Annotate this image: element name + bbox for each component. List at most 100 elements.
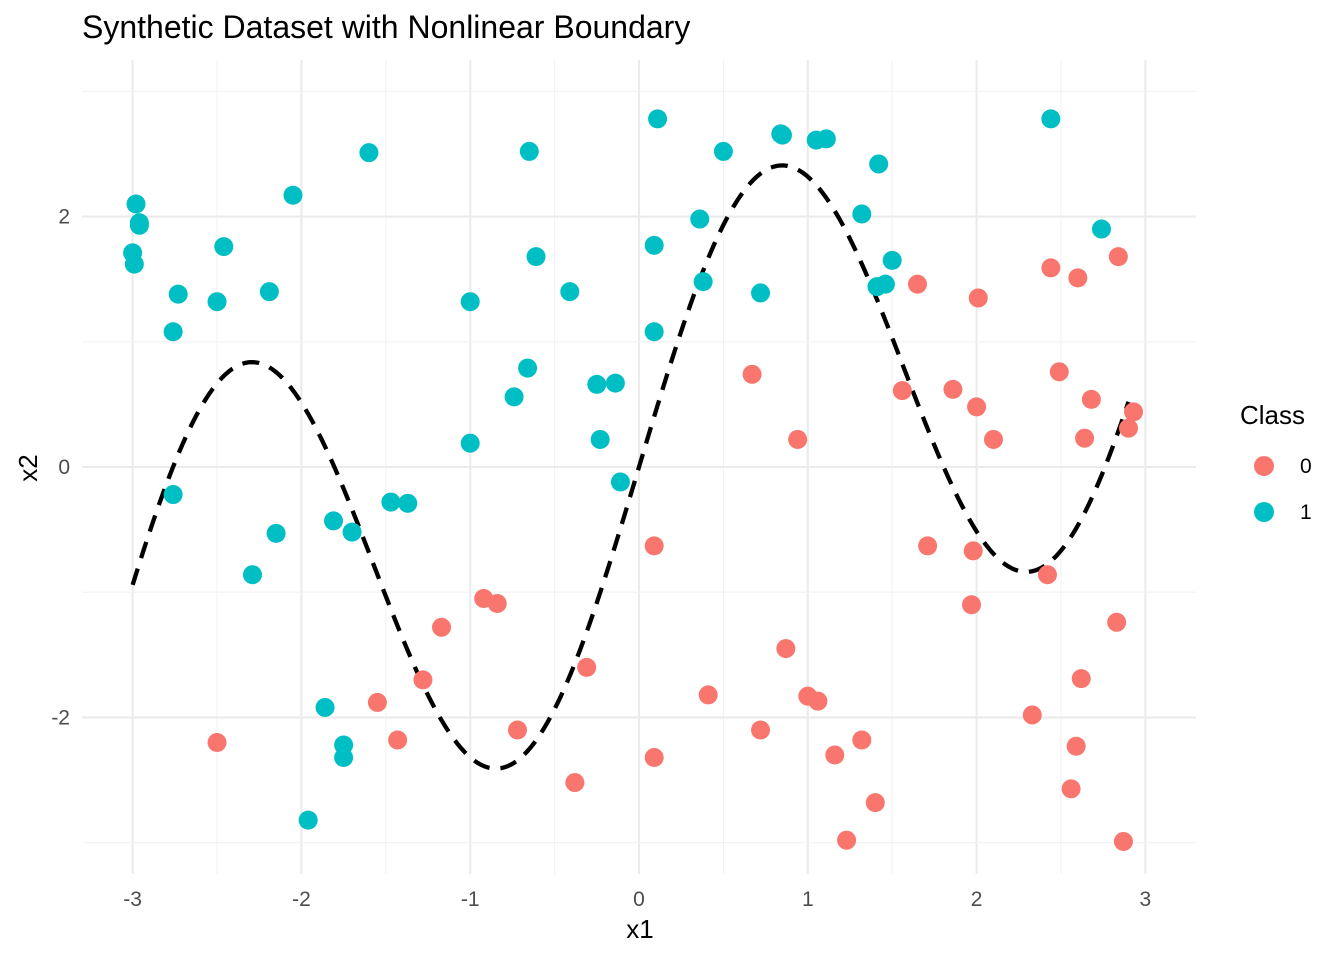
point-class-1 [869, 154, 889, 174]
point-class-1 [398, 493, 418, 513]
point-class-0 [487, 594, 507, 614]
point-class-0 [565, 773, 585, 793]
point-class-1 [875, 274, 895, 294]
point-class-0 [852, 730, 872, 750]
point-class-1 [610, 472, 630, 492]
point-class-1 [168, 284, 188, 304]
point-class-0 [1124, 402, 1144, 422]
legend-key-1 [1254, 502, 1274, 522]
point-class-0 [1113, 831, 1133, 851]
point-class-1 [315, 697, 335, 717]
point-class-1 [882, 250, 902, 270]
point-class-0 [1068, 268, 1088, 288]
y-axis-ticks: -2 0 2 [51, 206, 70, 730]
y-tick-label: 2 [58, 206, 70, 229]
point-class-1 [124, 254, 144, 274]
legend: Class 0 1 [1240, 400, 1312, 524]
legend-label-1: 1 [1300, 501, 1312, 524]
chart-title: Synthetic Dataset with Nonlinear Boundar… [82, 9, 690, 45]
x-tick-label: 1 [802, 888, 814, 911]
point-class-0 [983, 429, 1003, 449]
point-class-0 [367, 692, 387, 712]
point-class-0 [865, 793, 885, 813]
point-class-0 [825, 745, 845, 765]
point-class-0 [1107, 612, 1127, 632]
x-axis-ticks: -3 -2 -1 0 1 2 3 [123, 888, 1151, 911]
decision-boundary [130, 163, 1131, 771]
point-class-0 [644, 748, 664, 768]
x-tick-label: 2 [971, 888, 983, 911]
point-class-1 [334, 748, 354, 768]
x-axis-title: x1 [626, 914, 653, 944]
point-class-0 [1118, 418, 1138, 438]
point-class-1 [359, 143, 379, 163]
point-class-1 [460, 433, 480, 453]
point-class-1 [560, 282, 580, 302]
point-class-0 [963, 541, 983, 561]
point-class-0 [1108, 247, 1128, 267]
point-class-0 [207, 733, 227, 753]
point-class-1 [323, 511, 343, 531]
point-class-0 [1049, 362, 1069, 382]
boundary-line [130, 163, 1131, 771]
point-class-0 [742, 364, 762, 384]
point-class-1 [298, 810, 318, 830]
point-class-0 [908, 274, 927, 294]
x-tick-label: -1 [461, 888, 480, 911]
point-class-1 [693, 272, 713, 292]
legend-title: Class [1240, 400, 1305, 430]
x-tick-label: 3 [1140, 888, 1152, 911]
point-class-1 [504, 387, 524, 407]
point-class-1 [163, 485, 183, 505]
point-class-1 [519, 141, 539, 161]
point-class-1 [518, 358, 538, 378]
point-class-1 [207, 292, 227, 312]
point-class-0 [1081, 389, 1101, 409]
point-class-0 [1066, 736, 1086, 756]
point-class-1 [381, 492, 401, 512]
point-class-0 [413, 670, 433, 690]
point-class-1 [690, 209, 710, 229]
point-class-1 [816, 129, 836, 149]
x-tick-label: -3 [123, 888, 142, 911]
y-tick-label: 0 [58, 456, 70, 479]
point-class-1 [163, 322, 183, 342]
point-class-0 [1075, 428, 1095, 448]
point-class-1 [605, 373, 625, 393]
point-class-1 [259, 282, 279, 302]
point-class-0 [808, 691, 828, 711]
point-class-1 [242, 565, 262, 585]
point-class-1 [852, 204, 872, 224]
point-class-0 [1061, 779, 1081, 799]
point-class-1 [751, 283, 771, 303]
point-class-1 [126, 194, 146, 214]
point-class-0 [432, 617, 452, 637]
y-axis-title: x2 [13, 454, 43, 481]
point-class-0 [1041, 258, 1061, 278]
point-class-1 [283, 185, 303, 205]
point-class-0 [388, 730, 408, 750]
point-class-0 [967, 397, 987, 417]
point-class-1 [590, 429, 610, 449]
point-class-0 [943, 379, 963, 399]
y-tick-label: -2 [51, 706, 70, 729]
point-class-0 [644, 536, 664, 556]
point-class-1 [342, 522, 362, 542]
point-class-1 [460, 292, 480, 312]
legend-label-0: 0 [1300, 455, 1312, 478]
point-class-0 [968, 288, 988, 308]
point-class-0 [1071, 669, 1091, 689]
point-class-1 [587, 374, 607, 394]
point-class-0 [776, 639, 796, 659]
point-class-0 [1037, 565, 1057, 585]
point-class-0 [918, 536, 938, 556]
point-class-1 [644, 235, 664, 255]
point-class-0 [507, 720, 527, 740]
point-class-0 [751, 720, 771, 740]
point-class-1 [214, 237, 234, 257]
legend-key-0 [1254, 456, 1274, 476]
point-class-0 [962, 595, 982, 615]
point-class-0 [1022, 705, 1042, 725]
x-tick-label: 0 [633, 888, 645, 911]
